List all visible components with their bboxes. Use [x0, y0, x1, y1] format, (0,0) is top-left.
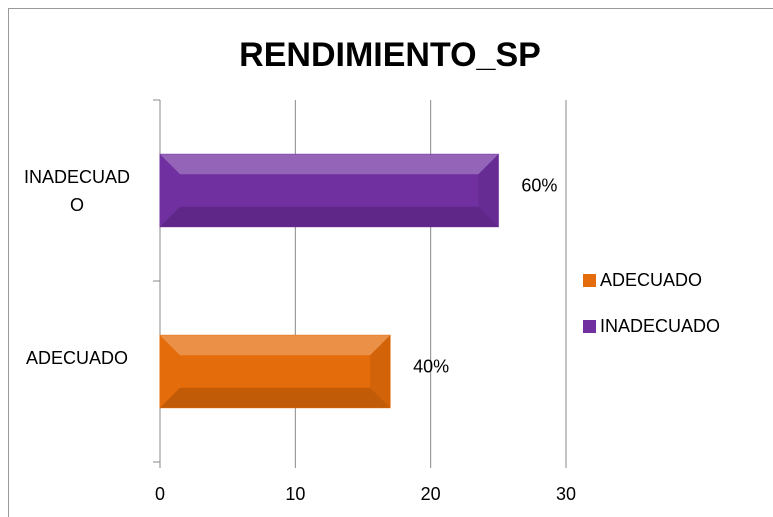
x-tick-label: 30: [556, 484, 576, 504]
bar: [159, 334, 391, 409]
chart-border: [8, 8, 773, 517]
legend-swatch: [583, 320, 596, 333]
data-label: 40%: [413, 356, 449, 376]
y-tick-label: ADECUADO: [25, 347, 128, 368]
chart-title: RENDIMIENTO_SP: [239, 36, 541, 74]
bar-bevel: [160, 387, 391, 408]
x-tick-label: 0: [155, 484, 165, 504]
bar: [159, 153, 499, 228]
legend-label: ADECUADO: [600, 270, 702, 290]
bar-bevel: [160, 335, 391, 356]
x-tick-label: 10: [285, 484, 305, 504]
legend-swatch: [583, 274, 596, 287]
bar-bevel: [370, 335, 391, 408]
x-tick-label: 20: [421, 484, 441, 504]
bar-bevel: [160, 154, 499, 175]
legend-label: INADECUADO: [600, 316, 720, 336]
data-label: 60%: [521, 175, 557, 195]
y-tick-label: INADECUADO: [23, 166, 130, 215]
bar-bevel: [478, 154, 499, 227]
bar-bevel: [160, 206, 499, 227]
